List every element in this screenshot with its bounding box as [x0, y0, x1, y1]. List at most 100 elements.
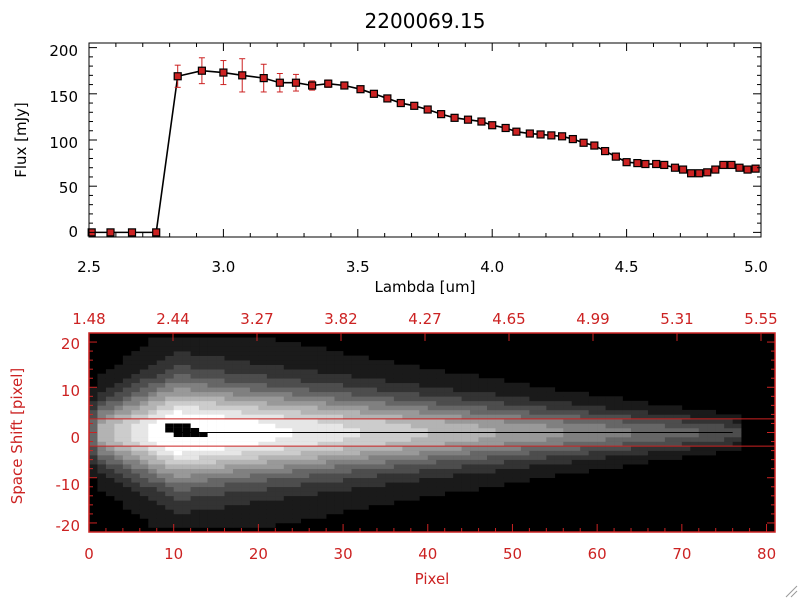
- image-pixel: [351, 477, 361, 483]
- image-pixel: [300, 364, 310, 370]
- image-pixel: [199, 378, 208, 384]
- image-pixel: [393, 482, 403, 488]
- image-pixel: [444, 418, 454, 424]
- image-pixel: [605, 400, 615, 406]
- image-pixel: [292, 382, 302, 388]
- image-pixel: [232, 459, 242, 465]
- image-pixel: [148, 455, 158, 460]
- image-pixel: [173, 468, 183, 474]
- image-pixel: [453, 373, 462, 379]
- image-pixel: [258, 482, 268, 488]
- image-pixel: [546, 459, 556, 465]
- image-pixel: [334, 441, 344, 447]
- image-pixel: [249, 522, 259, 528]
- image-pixel: [360, 400, 369, 406]
- image-pixel: [182, 405, 191, 411]
- image-pixel: [453, 409, 462, 415]
- resize-grip-icon[interactable]: [785, 585, 798, 598]
- data-point: [547, 131, 556, 140]
- image-pixel: [334, 364, 344, 370]
- image-pixel: [512, 432, 522, 438]
- image-pixel: [156, 522, 166, 528]
- image-pixel: [139, 400, 149, 406]
- image-pixel: [436, 486, 446, 492]
- image-pixel: [588, 450, 598, 456]
- image-pixel: [393, 473, 403, 479]
- image-pixel: [326, 446, 335, 451]
- image-pixel: [165, 369, 174, 375]
- image-pixel: [156, 500, 166, 506]
- image-pixel: [275, 423, 285, 429]
- image-pixel: [266, 486, 276, 492]
- image-pixel: [283, 441, 293, 447]
- image-pixel: [673, 418, 683, 424]
- image-pixel: [283, 504, 293, 510]
- image-pixel: [368, 360, 378, 365]
- image-pixel: [216, 522, 225, 528]
- image-pixel: [275, 414, 285, 420]
- image-pixel: [690, 450, 700, 456]
- image-pixel: [647, 437, 657, 442]
- image-pixel: [89, 427, 98, 433]
- image-pixel: [275, 360, 285, 365]
- image-pixel: [393, 427, 403, 433]
- image-pixel: [529, 441, 539, 447]
- data-point: [383, 94, 392, 103]
- top-tick-label: 5.55: [744, 310, 777, 328]
- image-pixel: [190, 351, 200, 356]
- image-pixel: [182, 369, 191, 375]
- image-pixel: [300, 486, 310, 492]
- image-pixel: [334, 473, 344, 479]
- image-pixel: [89, 455, 98, 460]
- image-pixel: [182, 360, 191, 365]
- image-pixel: [317, 432, 327, 438]
- image-pixel: [360, 450, 369, 456]
- data-point: [641, 159, 650, 169]
- image-pixel: [216, 491, 225, 497]
- image-pixel: [368, 468, 378, 474]
- image-pixel: [605, 450, 615, 456]
- image-pixel: [376, 500, 386, 506]
- image-pixel: [664, 432, 674, 438]
- image-pixel: [503, 382, 513, 388]
- image-pixel: [503, 405, 513, 411]
- image-pixel: [148, 378, 158, 384]
- image-pixel: [478, 437, 488, 442]
- image-pixel: [639, 405, 649, 411]
- image-pixel: [283, 351, 293, 356]
- image-pixel: [258, 441, 268, 447]
- image-pixel: [470, 400, 479, 406]
- spectrum-panel: 2200069.15 2.5 3.0 3.5 4.0 4.5 5.0 0 50 …: [12, 9, 768, 296]
- image-pixel: [148, 459, 158, 465]
- image-pixel: [105, 482, 115, 488]
- image-pixel: [410, 455, 420, 460]
- image-pixel: [309, 473, 318, 479]
- image-pixel: [444, 400, 454, 406]
- image-pixel: [131, 464, 141, 469]
- image-pixel: [376, 437, 386, 442]
- image-pixel: [520, 414, 530, 420]
- image-pixel: [249, 504, 259, 510]
- image-pixel: [292, 486, 302, 492]
- image-pixel: [292, 437, 302, 442]
- image-pixel: [317, 391, 327, 397]
- image-pixel: [529, 414, 539, 420]
- data-point: [291, 78, 301, 87]
- image-pixel: [614, 409, 623, 415]
- image-pixel: [385, 409, 395, 415]
- top-tick-label: 3.82: [324, 310, 357, 328]
- image-pixel: [487, 423, 496, 429]
- image-pixel: [283, 409, 293, 415]
- image-pixel: [622, 450, 632, 456]
- image-pixel: [232, 432, 242, 438]
- image-pixel: [520, 423, 530, 429]
- image-pixel: [139, 504, 149, 510]
- image-pixel: [105, 464, 115, 469]
- image-pixel: [148, 409, 158, 415]
- image-pixel: [343, 468, 352, 474]
- image-pixel: [156, 477, 166, 483]
- image-pixel: [190, 400, 200, 406]
- image-pixel: [495, 400, 505, 406]
- image-pixel: [148, 446, 158, 451]
- image-pixel: [487, 482, 496, 488]
